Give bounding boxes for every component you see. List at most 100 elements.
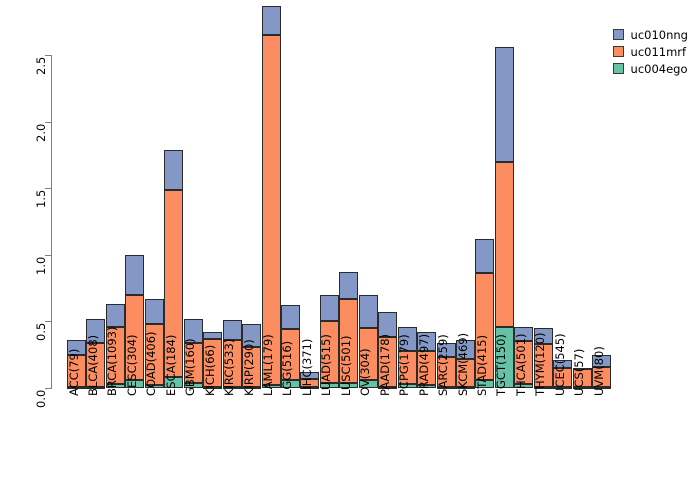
- bar-segment-uc004ego: [261, 385, 281, 388]
- bar-segment-uc010nng: [572, 368, 592, 371]
- x-tick-label: OV(304): [358, 348, 373, 396]
- x-tick-label: CESC(304): [124, 334, 139, 396]
- bar-segment-uc010nng: [105, 304, 125, 327]
- bar-segment-uc010nng: [222, 320, 242, 341]
- y-tick-mark: [45, 254, 51, 256]
- bar-esca184: [164, 40, 184, 388]
- bar-segment-uc004ego: [592, 386, 612, 389]
- y-tick-mark: [45, 321, 51, 323]
- y-tick-label: 0.5: [33, 323, 48, 342]
- bar-segment-uc011mrf: [280, 329, 300, 380]
- bar-segment-uc010nng: [339, 272, 359, 299]
- bar-segment-uc010nng: [183, 318, 203, 343]
- bar-segment-uc011mrf: [222, 340, 242, 387]
- bar-thym120: [533, 40, 553, 389]
- x-tick-label: ACC(79): [66, 348, 81, 396]
- legend-item-uc004ego: uc004ego: [612, 60, 688, 77]
- bar-segment-uc004ego: [203, 386, 223, 389]
- x-tick-label: BLCA(408): [85, 334, 100, 396]
- bar-segment-uc004ego: [222, 386, 242, 389]
- bar-segment-uc004ego: [242, 386, 262, 389]
- bar-segment-uc010nng: [86, 318, 106, 343]
- bar-sarc259: [436, 40, 456, 389]
- bar-segment-uc011mrf: [417, 350, 437, 386]
- bar-segment-uc011mrf: [105, 326, 125, 384]
- bar-segment-uc004ego: [378, 386, 398, 389]
- legend-swatch-icon: [612, 63, 624, 74]
- bar-segment-uc011mrf: [436, 357, 456, 387]
- bar-segment-uc004ego: [553, 386, 573, 389]
- x-tick-label: KICH(66): [202, 344, 217, 396]
- bar-segment-uc004ego: [86, 386, 106, 389]
- legend-label: uc011mrf: [630, 44, 687, 59]
- bar-segment-uc011mrf: [592, 366, 612, 387]
- bar-kirp290: [242, 40, 262, 389]
- bar-segment-uc011mrf: [319, 321, 339, 383]
- bar-segment-uc004ego: [105, 384, 125, 388]
- y-tick-label: 0.0: [33, 389, 48, 408]
- bar-paad178: [378, 40, 398, 389]
- bar-ucs57: [572, 40, 592, 389]
- bar-segment-uc010nng: [533, 328, 553, 345]
- bar-segment-uc011mrf: [261, 35, 281, 386]
- bar-blca408: [86, 40, 106, 389]
- bar-segment-uc010nng: [475, 238, 495, 274]
- y-tick-mark: [45, 55, 51, 56]
- x-tick-label: LGG(516): [280, 340, 295, 396]
- bar-segment-uc011mrf: [164, 189, 184, 378]
- bar-segment-uc010nng: [456, 340, 475, 359]
- bar-segment-uc004ego: [125, 380, 145, 388]
- bar-segment-uc011mrf: [67, 354, 86, 387]
- bar-tgct150: [494, 40, 514, 388]
- bar-segment-uc010nng: [436, 342, 456, 358]
- bar-segment-uc004ego: [494, 326, 514, 388]
- x-tick-label: TGCT(150): [494, 334, 509, 396]
- x-tick-label: LIHC(371): [299, 338, 314, 396]
- y-tick-label: 2.5: [33, 56, 48, 75]
- legend-item-uc011mrf: uc011mrf: [612, 43, 688, 60]
- bar-segment-uc010nng: [378, 312, 398, 338]
- x-tick-label: PCPG(179): [397, 334, 412, 396]
- y-axis-line: [51, 55, 52, 389]
- bar-segment-uc010nng: [280, 305, 300, 330]
- legend-item-uc010nng: uc010nng: [612, 26, 688, 43]
- bar-cesc304: [125, 40, 145, 388]
- bar-segment-uc011mrf: [358, 328, 378, 380]
- bar-segment-uc011mrf: [125, 294, 145, 380]
- bar-segment-uc004ego: [514, 384, 534, 388]
- bar-segment-uc004ego: [339, 382, 359, 388]
- bar-segment-uc010nng: [164, 149, 184, 190]
- bar-segment-uc011mrf: [456, 358, 475, 387]
- x-tick-label: SARC(259): [436, 334, 451, 396]
- bar-segment-uc011mrf: [242, 346, 262, 387]
- bar-segment-uc010nng: [242, 324, 262, 347]
- chart-legend: uc010nng uc011mrf uc004ego: [607, 22, 694, 81]
- y-tick-label: 1.5: [33, 189, 48, 209]
- x-tick-label: PRAD(497): [416, 333, 431, 396]
- bar-segment-uc004ego: [436, 386, 456, 389]
- bar-segment-uc011mrf: [494, 161, 514, 327]
- y-tick-mark: [45, 188, 51, 190]
- bar-segment-uc010nng: [203, 332, 223, 339]
- bar-segment-uc011mrf: [300, 378, 320, 387]
- x-tick-label: THCA(501): [513, 333, 528, 397]
- y-tick-mark: [45, 121, 51, 123]
- bar-segment-uc011mrf: [533, 344, 553, 387]
- bar-segment-uc010nng: [67, 340, 86, 355]
- bar-stad415: [475, 40, 495, 388]
- bar-segment-uc010nng: [300, 372, 320, 379]
- bar-segment-uc004ego: [572, 386, 592, 389]
- legend-label: uc004ego: [630, 61, 688, 76]
- bar-pcpg179: [397, 40, 417, 388]
- bar-segment-uc010nng: [592, 354, 612, 367]
- legend-swatch-icon: [612, 46, 624, 57]
- y-tick-label: 2.0: [33, 123, 48, 142]
- bar-segment-uc004ego: [417, 385, 437, 388]
- bar-segment-uc004ego: [280, 380, 300, 388]
- bar-luad515: [319, 40, 339, 388]
- bar-segment-uc011mrf: [183, 342, 203, 383]
- bar-lgg516: [280, 40, 300, 388]
- bar-skcm469: [456, 40, 475, 389]
- bar-segment-uc011mrf: [203, 338, 223, 387]
